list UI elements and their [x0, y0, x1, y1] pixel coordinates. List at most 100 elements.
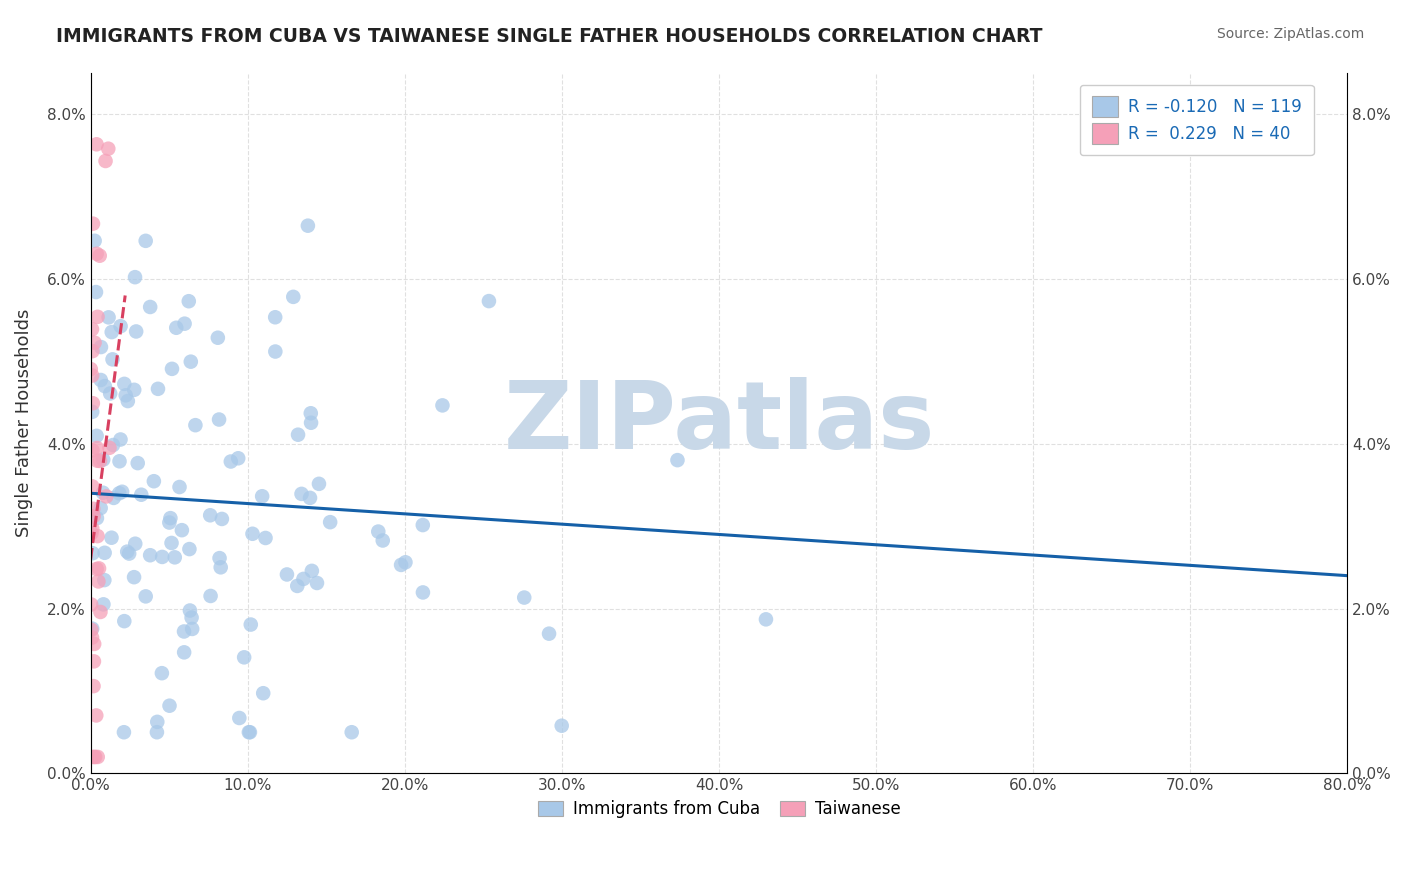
Point: [301, 564, 323, 578]
Legend: Immigrants from Cuba, Taiwanese: Immigrants from Cuba, Taiwanese: [531, 793, 907, 824]
Point: [283, 290, 305, 304]
Point: [252, 686, 274, 700]
Point: [90, 340, 112, 354]
Point: [82, 622, 104, 636]
Point: [150, 666, 173, 681]
Point: [86, 529, 108, 543]
Point: [233, 650, 256, 665]
Point: [146, 725, 169, 739]
Point: [96, 490, 118, 504]
Text: IMMIGRANTS FROM CUBA VS TAIWANESE SINGLE FATHER HOUSEHOLDS CORRELATION CHART: IMMIGRANTS FROM CUBA VS TAIWANESE SINGLE…: [56, 27, 1043, 45]
Point: [112, 725, 135, 739]
Point: [101, 438, 124, 452]
Point: [297, 219, 319, 233]
Point: [200, 589, 222, 603]
Point: [287, 427, 309, 442]
Point: [160, 362, 183, 376]
Text: Source: ZipAtlas.com: Source: ZipAtlas.com: [1216, 27, 1364, 41]
Point: [122, 570, 145, 584]
Point: [239, 617, 262, 632]
Point: [82, 344, 104, 359]
Point: [129, 488, 152, 502]
Point: [159, 698, 181, 713]
Point: [83, 509, 105, 524]
Point: [124, 270, 146, 285]
Point: [238, 725, 260, 739]
Point: [177, 294, 200, 309]
Point: [97, 142, 120, 156]
Point: [93, 598, 115, 612]
Point: [290, 487, 312, 501]
Point: [110, 319, 132, 334]
Point: [219, 454, 242, 468]
Point: [394, 555, 416, 569]
Point: [146, 382, 169, 396]
Point: [157, 516, 180, 530]
Point: [184, 418, 207, 433]
Point: [91, 485, 114, 500]
Point: [432, 398, 454, 412]
Point: [86, 137, 108, 152]
Point: [100, 531, 122, 545]
Point: [308, 476, 330, 491]
Point: [139, 300, 162, 314]
Text: ZIPatlas: ZIPatlas: [503, 377, 935, 469]
Point: [103, 491, 125, 505]
Point: [666, 453, 689, 467]
Point: [298, 491, 321, 505]
Point: [80, 526, 103, 541]
Point: [242, 526, 264, 541]
Point: [87, 574, 110, 589]
Point: [135, 234, 157, 248]
Point: [98, 386, 121, 401]
Point: [264, 310, 287, 325]
Point: [82, 368, 104, 383]
Point: [98, 441, 121, 455]
Point: [80, 631, 103, 645]
Point: [87, 561, 110, 575]
Point: [100, 325, 122, 339]
Point: [209, 560, 232, 574]
Point: [83, 234, 105, 248]
Point: [305, 576, 328, 591]
Point: [87, 750, 110, 764]
Point: [127, 456, 149, 470]
Point: [299, 406, 322, 420]
Point: [82, 479, 104, 493]
Point: [82, 546, 104, 560]
Point: [115, 544, 138, 558]
Point: [239, 725, 262, 739]
Point: [117, 394, 139, 409]
Point: [84, 708, 107, 723]
Point: [94, 379, 117, 393]
Point: [173, 624, 195, 639]
Point: [478, 294, 501, 309]
Point: [208, 551, 231, 566]
Point: [228, 711, 250, 725]
Point: [89, 454, 111, 468]
Point: [89, 605, 111, 619]
Point: [226, 451, 249, 466]
Point: [118, 547, 141, 561]
Point: [83, 335, 105, 350]
Point: [86, 310, 108, 324]
Point: [254, 531, 277, 545]
Point: [292, 572, 315, 586]
Point: [101, 352, 124, 367]
Point: [86, 511, 108, 525]
Point: [82, 396, 104, 410]
Point: [276, 567, 298, 582]
Point: [82, 405, 104, 419]
Point: [93, 573, 115, 587]
Point: [755, 612, 778, 626]
Point: [89, 249, 111, 263]
Point: [83, 679, 105, 693]
Point: [250, 489, 273, 503]
Point: [142, 474, 165, 488]
Point: [169, 480, 191, 494]
Point: [108, 454, 131, 468]
Point: [208, 412, 231, 426]
Point: [86, 246, 108, 260]
Point: [125, 325, 148, 339]
Point: [139, 548, 162, 562]
